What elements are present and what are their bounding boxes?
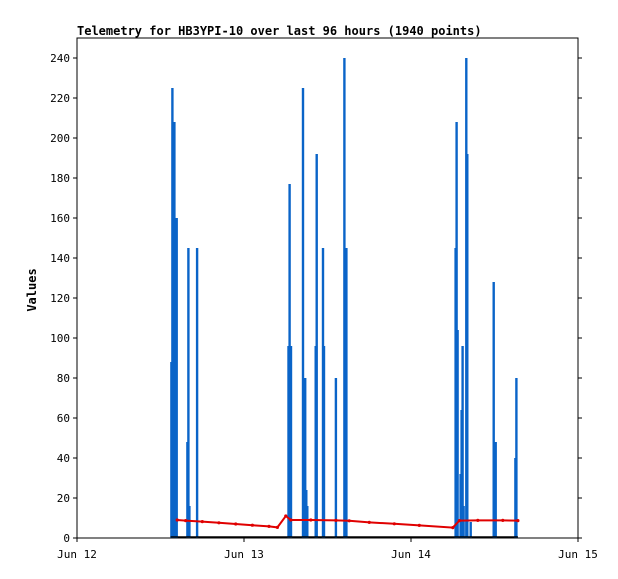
data-point: [392, 522, 396, 526]
data-point: [217, 521, 221, 525]
data-bar: [343, 58, 346, 538]
data-bar: [492, 282, 495, 538]
data-bar: [195, 248, 199, 538]
data-point: [457, 519, 461, 523]
data-bar: [462, 506, 465, 538]
x-tick-label: Jun 13: [224, 548, 264, 561]
data-point: [334, 518, 338, 523]
y-axis-label: Values: [25, 268, 39, 311]
data-point: [289, 518, 293, 522]
data-bar: [288, 184, 291, 538]
y-tick-label: 80: [57, 372, 70, 385]
y-tick-label: 20: [57, 492, 70, 505]
data-point: [476, 518, 480, 523]
data-bar: [315, 154, 318, 538]
data-bar: [174, 442, 177, 538]
y-tick-label: 180: [50, 172, 70, 185]
data-bar: [494, 442, 497, 538]
data-bar: [173, 122, 176, 538]
data-bar: [304, 378, 307, 538]
y-axis: 0 20 40 60 80 100 120 140 160 180 200 220 240: [50, 52, 582, 545]
data-point: [175, 518, 179, 522]
data-point: [275, 525, 279, 530]
data-point: [250, 523, 254, 527]
y-tick-label: 100: [50, 332, 70, 345]
y-tick-label: 200: [50, 132, 70, 145]
data-point: [284, 514, 288, 518]
bar-series: [170, 58, 518, 538]
y-tick-label: 120: [50, 292, 70, 305]
y-tick-label: 60: [57, 412, 70, 425]
data-bar: [469, 522, 472, 538]
x-tick-label: Jun 12: [57, 548, 97, 561]
x-tick-label: Jun 14: [391, 548, 431, 561]
data-bar: [301, 88, 305, 538]
data-bar: [334, 378, 338, 538]
data-bar: [187, 248, 190, 538]
data-bar: [306, 506, 309, 538]
y-tick-label: 240: [50, 52, 70, 65]
data-point: [451, 526, 455, 530]
data-bar: [289, 346, 293, 538]
data-bar: [322, 346, 326, 538]
data-bar: [515, 378, 518, 538]
data-point: [309, 518, 313, 522]
chart-title: Telemetry for HB3YPI-10 over last 96 hou…: [77, 24, 482, 38]
x-tick-label: Jun 15: [558, 548, 598, 561]
data-bar: [175, 218, 178, 538]
data-point: [516, 519, 520, 523]
data-point: [501, 518, 505, 523]
y-tick-label: 140: [50, 252, 70, 265]
y-tick-label: 0: [63, 532, 70, 545]
y-tick-label: 40: [57, 452, 70, 465]
data-bar: [188, 506, 191, 538]
data-point: [200, 520, 204, 524]
data-bar: [345, 248, 348, 538]
data-point: [184, 519, 188, 523]
data-point: [347, 519, 351, 523]
plot-area-frame: [76, 37, 579, 539]
data-bar: [456, 330, 459, 538]
x-axis: Jun 12 Jun 13 Jun 14 Jun 15: [57, 538, 598, 561]
line-series: [170, 514, 520, 538]
y-tick-label: 220: [50, 92, 70, 105]
data-point: [367, 520, 371, 525]
data-bar: [461, 346, 464, 538]
y-tick-label: 160: [50, 212, 70, 225]
data-point: [267, 524, 271, 529]
data-bar: [466, 154, 469, 538]
data-point: [417, 523, 421, 528]
data-point: [234, 522, 238, 526]
data-bar: [171, 88, 174, 538]
